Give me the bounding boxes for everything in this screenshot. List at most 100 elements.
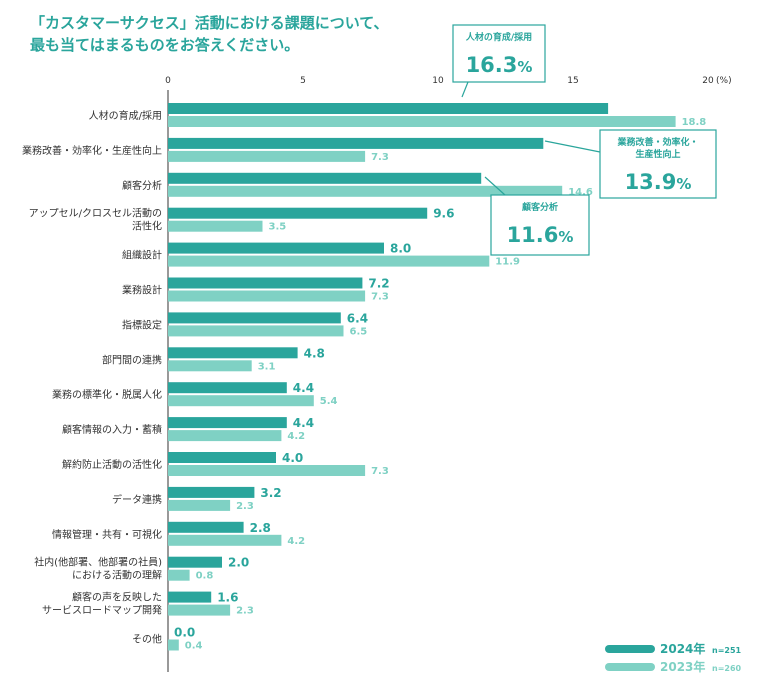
data-label-2023: 3.5: [269, 222, 287, 233]
category-label: 顧客分析: [122, 179, 162, 192]
bar-2023: [168, 325, 344, 337]
x-tick-label: 20: [702, 76, 714, 86]
bar-2023: [168, 116, 676, 127]
category-label: 解約防止活動の活性化: [62, 458, 162, 471]
x-tick-label: 0: [165, 76, 171, 86]
bar-2023: [168, 150, 366, 162]
category-label: データ連携: [112, 493, 162, 506]
bar-2023: [168, 569, 190, 581]
data-label-2024: 7.2: [368, 277, 389, 291]
legend-swatch: [605, 645, 655, 653]
data-label-2024: 0.0: [174, 626, 195, 640]
callout-label: 人材の育成/採用: [465, 31, 532, 43]
bar-2023: [168, 220, 263, 232]
bar-2024: [168, 486, 255, 498]
data-label-2024: 1.6: [217, 591, 238, 605]
callout-value-number: 11.6: [507, 223, 559, 247]
data-label-2024: 4.4: [293, 381, 314, 395]
category-label: における活動の理解: [72, 569, 162, 582]
legend-swatch: [605, 663, 655, 671]
chart-title-line-2: 最も当てはまるものをお答えください。: [30, 36, 300, 54]
callout-value-number: 16.3: [466, 53, 518, 77]
callout-pointer: [544, 140, 601, 153]
data-label-2023: 18.8: [682, 117, 707, 128]
data-label-2024: 4.4: [293, 416, 314, 430]
bar-2024: [168, 452, 276, 463]
bar-2023: [168, 465, 366, 476]
category-label: その他: [132, 633, 162, 646]
category-label: アップセル/クロスセル活動の: [29, 207, 162, 220]
bar-2023: [168, 185, 563, 197]
data-label-2023: 4.2: [287, 536, 305, 547]
callout-value-unit: %: [676, 175, 691, 193]
data-label-2024: 6.4: [347, 311, 368, 325]
data-label-2023: 6.5: [350, 326, 368, 337]
x-tick-label: 15: [567, 76, 578, 86]
bar-2023: [168, 639, 179, 651]
bar-2024: [168, 382, 287, 394]
category-label: サービスロードマップ開発: [42, 604, 162, 617]
data-label-2024: 2.8: [250, 521, 271, 535]
data-label-2023: 2.3: [236, 606, 254, 617]
bar-2023: [168, 499, 231, 511]
category-label: 活性化: [132, 220, 162, 233]
chart-title-line-1: 「カスタマーサクセス」活動における課題について、: [30, 14, 389, 32]
x-tick-label: 5: [300, 76, 306, 86]
data-label-2023: 7.3: [371, 152, 389, 163]
category-label: 人材の育成/採用: [89, 109, 162, 122]
bar-2023: [168, 534, 282, 546]
data-label-2023: 4.2: [287, 431, 305, 442]
data-label-2023: 14.6: [568, 187, 593, 198]
callout-pointer: [484, 176, 506, 196]
data-label-2023: 7.3: [371, 466, 389, 477]
bar-2024: [168, 417, 287, 429]
bar-2024: [168, 242, 384, 254]
callout-box: [490, 194, 590, 256]
data-label-2024: 4.0: [282, 451, 303, 465]
data-label-2024: 2.0: [228, 556, 249, 570]
data-label-2024: 4.8: [304, 346, 325, 360]
bar-2024: [168, 312, 341, 324]
data-label-2023: 3.1: [258, 361, 276, 372]
bar-2023: [168, 395, 314, 407]
data-label-2023: 7.3: [371, 292, 389, 303]
category-label: 業務設計: [122, 284, 162, 297]
category-label: 組織設計: [122, 249, 162, 262]
bar-2024: [168, 207, 428, 219]
callout-pointer: [461, 81, 469, 98]
category-label: 業務の標準化・脱属人化: [52, 388, 162, 401]
callout-value: 11.6%: [507, 223, 574, 247]
callout-label: 業務改善・効率化・: [616, 136, 698, 148]
bar-2024: [168, 172, 482, 184]
data-label-2024: 8.0: [390, 242, 411, 256]
bar-2023: [168, 430, 282, 442]
callout-label: 顧客分析: [522, 201, 558, 213]
data-label-2023: 0.8: [196, 571, 214, 582]
x-tick-label: 10: [432, 76, 444, 86]
bar-2024: [168, 103, 609, 114]
bar-2023: [168, 290, 366, 302]
bar-2023: [168, 360, 252, 372]
category-label: 情報管理・共有・可視化: [52, 528, 162, 541]
legend-label: 2023年: [660, 659, 705, 674]
callout-value-unit: %: [558, 228, 573, 246]
data-label-2023: 11.9: [495, 257, 520, 268]
bar-2024: [168, 347, 298, 359]
callout-value: 16.3%: [466, 53, 533, 77]
callout-label: 生産性向上: [635, 148, 680, 160]
data-label-2024: 9.6: [433, 207, 454, 221]
legend-n: n=251: [712, 646, 742, 655]
legend-label: 2024年: [660, 641, 705, 656]
callout-value-number: 13.9: [625, 170, 677, 194]
legend-n: n=260: [712, 664, 742, 673]
bar-2024: [168, 591, 212, 603]
bar-2024: [168, 556, 222, 568]
data-label-2023: 5.4: [320, 396, 338, 407]
x-unit-label: (%): [716, 76, 732, 86]
category-label: 業務改善・効率化・生産性向上: [22, 144, 162, 157]
bar-2023: [168, 255, 490, 267]
bar-2024: [168, 277, 363, 289]
callout-box: [452, 24, 546, 83]
chart-title: 「カスタマーサクセス」活動における課題について、 最も当てはまるものをお答えくだ…: [30, 12, 389, 56]
